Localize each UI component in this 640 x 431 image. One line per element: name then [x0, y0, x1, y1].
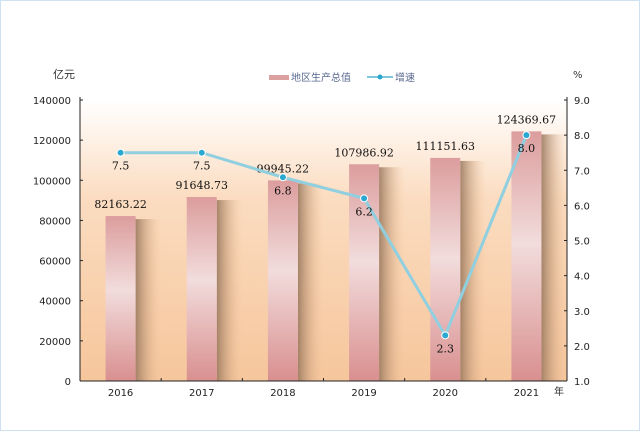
growth-value-label: 7.5 — [112, 160, 130, 173]
bar-shadow — [216, 200, 243, 381]
bar-value-label: 82163.22 — [94, 198, 147, 211]
right-tick-label: 1.0 — [574, 377, 590, 388]
growth-value-label: 2.3 — [437, 342, 455, 355]
x-tick-label: 2019 — [351, 388, 376, 399]
legend-line-marker — [377, 74, 383, 80]
right-tick-label: 8.0 — [574, 131, 590, 142]
legend-line-label: 增速 — [395, 71, 415, 84]
bar-value-label: 107986.92 — [334, 146, 394, 159]
growth-value-label: 8.0 — [518, 142, 536, 155]
left-tick-label: 140000 — [33, 96, 71, 107]
bar-value-label: 91648.73 — [176, 179, 229, 192]
bar-shadow — [460, 160, 487, 381]
growth-line — [120, 134, 528, 339]
right-tick-label: 7.0 — [574, 166, 590, 177]
growth-value-label: 7.5 — [193, 160, 211, 173]
bar-2018 — [267, 180, 298, 381]
bar-2017 — [186, 197, 217, 381]
left-tick-label: 100000 — [33, 176, 71, 187]
legend: 地区生产总值 增速 — [269, 71, 415, 84]
x-tick-label: 2018 — [270, 388, 295, 399]
x-axis-unit: 年 — [554, 385, 564, 398]
x-tick-label: 2020 — [433, 388, 458, 399]
x-tick-label: 2016 — [108, 388, 133, 399]
bar-2020 — [430, 157, 461, 381]
growth-marker-2016 — [116, 148, 125, 157]
right-tick-label: 4.0 — [574, 272, 590, 283]
right-tick-label: 2.0 — [574, 342, 590, 353]
bar-shadow — [379, 167, 406, 381]
bar-2016 — [105, 216, 136, 381]
left-tick-label: 40000 — [39, 297, 71, 308]
growth-value-label: 6.2 — [355, 205, 373, 218]
right-tick-label: 6.0 — [574, 201, 590, 212]
left-tick-label: 0 — [65, 377, 71, 388]
legend-bar-swatch — [269, 75, 289, 80]
right-tick-label: 5.0 — [574, 237, 590, 248]
growth-value-label: 6.8 — [274, 184, 292, 197]
bar-value-label: 111151.63 — [416, 140, 476, 153]
left-tick-label: 80000 — [39, 216, 71, 227]
bar-2021 — [511, 131, 542, 381]
left-tick-label: 60000 — [39, 257, 71, 268]
growth-marker-2021 — [522, 131, 531, 140]
legend-bar-label: 地区生产总值 — [291, 71, 351, 84]
x-tick-label: 2017 — [189, 388, 214, 399]
bar-value-label: 124369.67 — [497, 113, 557, 126]
left-tick-label: 20000 — [39, 337, 71, 348]
right-tick-label: 3.0 — [574, 307, 590, 318]
left-axis-unit: 亿元 — [53, 68, 75, 81]
bar-shadow — [541, 134, 568, 381]
growth-marker-2020 — [441, 331, 450, 340]
right-tick-label: 9.0 — [574, 96, 590, 107]
growth-marker-2018 — [278, 173, 287, 182]
bar-shadow — [297, 183, 324, 381]
x-tick-label: 2021 — [514, 388, 539, 399]
right-axis-unit: % — [573, 70, 583, 81]
growth-marker-2017 — [197, 148, 206, 157]
left-tick-label: 120000 — [33, 136, 71, 147]
bar-shadow — [135, 219, 162, 381]
growth-marker-2019 — [360, 194, 369, 203]
